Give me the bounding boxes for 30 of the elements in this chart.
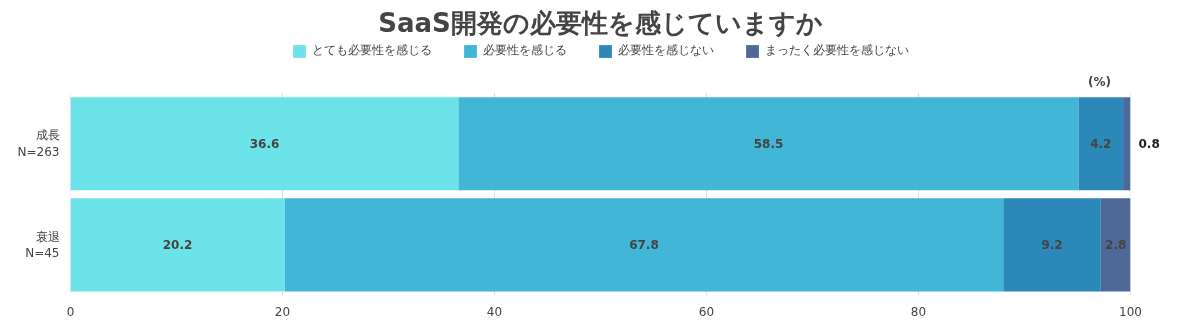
x-tick-label: 60 [698, 304, 715, 319]
bar [1003, 198, 1101, 292]
chart-title: SaaS開発の必要性を感じていますか [378, 7, 823, 38]
x-tick-label: 20 [274, 304, 291, 319]
bar [1123, 97, 1131, 191]
text: (%) [1088, 75, 1112, 90]
legend-label: 必要性を感じない [618, 42, 714, 59]
y-tick-label: 成長 N=263 [17, 128, 60, 160]
y-tick-label: 衰退 N=45 [25, 229, 60, 261]
legend-label: とても必要性を感じる [312, 42, 432, 59]
bar [1078, 97, 1124, 191]
data-label: 58.5 [753, 137, 784, 152]
x-tick-label: 40 [486, 304, 503, 319]
data-label: 4.2 [1090, 137, 1112, 152]
x-tick-label: 80 [910, 304, 927, 319]
bar [70, 97, 459, 191]
data-label: 9.2 [1041, 238, 1063, 253]
legend-label: まったく必要性を感じない [765, 42, 909, 59]
x-tick-label: 0 [66, 304, 75, 319]
data-label: 36.6 [249, 137, 280, 152]
bar [458, 97, 1079, 191]
bar [1100, 198, 1131, 292]
data-label: 67.8 [629, 238, 659, 253]
data-label: 20.2 [162, 238, 193, 253]
bar [284, 198, 1004, 292]
data-label: 0.8 [1138, 137, 1160, 152]
data-label: 2.8 [1105, 238, 1127, 253]
legend-label: 必要性を感じる [483, 42, 567, 59]
x-tick-label: 100 [1119, 304, 1142, 319]
bar [70, 198, 285, 292]
